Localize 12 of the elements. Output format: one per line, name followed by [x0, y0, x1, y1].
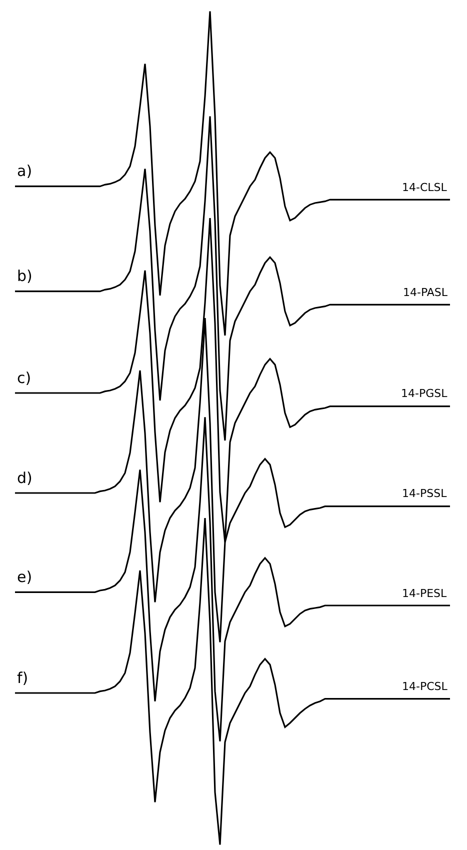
- series-label: 14-PSSL: [402, 487, 448, 500]
- series-label: 14-PCSL: [402, 680, 448, 693]
- annotation: f): [17, 669, 28, 687]
- annotation: a): [17, 162, 32, 180]
- series-label: 14-PASL: [403, 286, 448, 299]
- annotation: d): [17, 469, 32, 487]
- series-label: 14-CLSL: [402, 181, 448, 194]
- annotation: e): [17, 568, 32, 586]
- annotation: b): [17, 267, 32, 285]
- series-label: 14-PESL: [402, 587, 448, 600]
- annotation: c): [17, 369, 32, 387]
- series-label: 14-PGSL: [401, 387, 448, 400]
